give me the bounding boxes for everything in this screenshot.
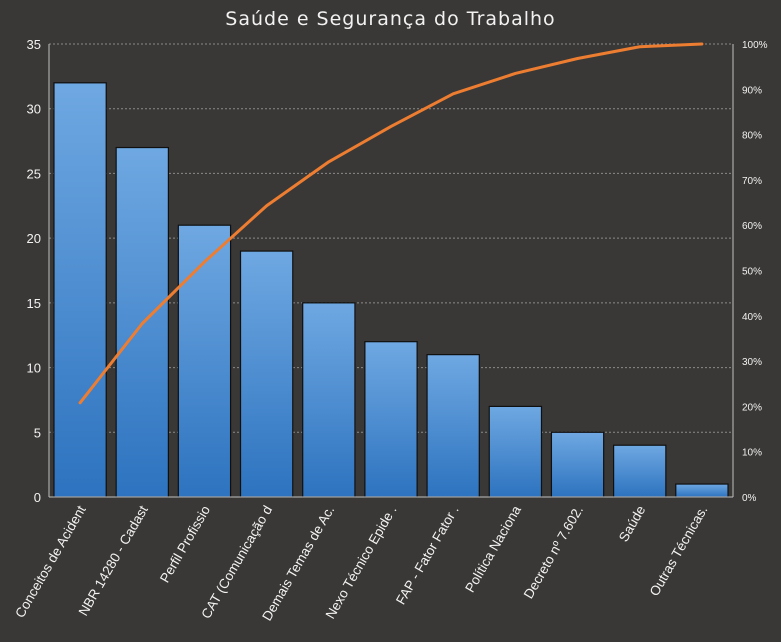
y2-tick-label: 20% [742,402,762,413]
category-label: Conceitos de Acident [12,503,89,621]
y-tick-label: 5 [34,425,41,440]
y-tick-label: 35 [27,37,41,52]
category-label: Política Naciona [462,503,524,595]
y-tick-label: 15 [27,296,41,311]
bar [488,405,543,498]
y-tick-label: 20 [27,231,41,246]
category-label: NBR 14280 - Cadast [76,503,151,619]
bar [364,341,418,498]
y-tick-label: 0 [34,490,41,505]
category-label: Outras Técnicas. [647,503,711,599]
y-tick-label: 25 [27,166,41,181]
category-label: FAP - Fator Fator . [393,503,462,607]
category-label: Perfil Profissio [157,503,213,585]
bar [239,250,294,498]
category-label: Demais Temas de Ac. [259,503,337,623]
y2-tick-label: 10% [742,448,762,459]
y-tick-label: 30 [27,102,41,117]
axes: 0 5 10 15 20 25 30 35 0% 10% 20% 30% 40% 50% 60% 70% 80%… [27,37,768,505]
y2-tick-label: 60% [742,221,762,232]
y2-tick-label: 70% [742,176,762,187]
bar [675,483,729,498]
bar [426,354,480,498]
bar [302,302,356,498]
bar [613,444,667,498]
cumulative-line [78,42,704,405]
y2-tick-label: 40% [742,312,762,323]
y2-tick-label: 0% [742,493,757,504]
y-tick-label: 10 [27,361,41,376]
y2-tick-label: 90% [742,85,762,96]
category-label: Decreto nº 7.602. [521,503,586,601]
category-label: CAT (Comunicação d [198,503,275,621]
chart-title: Saúde e Segurança do Trabalho [225,8,556,30]
bar [550,431,605,498]
y2-tick-label: 30% [742,357,762,368]
y2-tick-label: 100% [742,40,768,51]
bar [53,82,107,498]
bars [53,82,729,498]
y2-tick-label: 80% [742,131,762,142]
y2-tick-label: 50% [742,267,762,278]
category-label: Nexo Técnico Epide . [323,503,400,621]
bar [177,224,232,498]
category-label: Saúde [616,503,649,544]
